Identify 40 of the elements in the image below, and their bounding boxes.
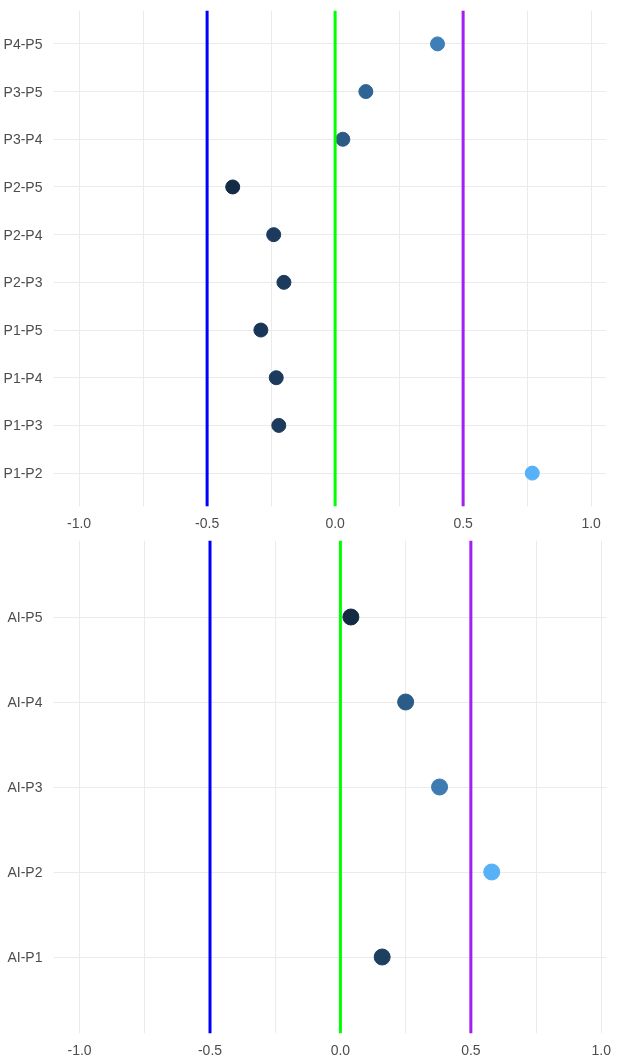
point	[431, 778, 449, 796]
point	[268, 370, 284, 386]
point	[483, 863, 501, 881]
point	[430, 36, 446, 52]
x-tick-label: 0.5	[461, 1041, 481, 1057]
x-tick-label: 0.5	[453, 514, 474, 531]
y-tick-label: AI-P1	[7, 949, 43, 965]
y-tick-label: P2-P3	[3, 274, 43, 291]
point	[253, 322, 269, 338]
point	[397, 693, 415, 711]
y-tick-label: AI-P5	[7, 609, 43, 625]
y-tick-label: P1-P4	[3, 369, 43, 386]
y-tick-label: P3-P4	[3, 131, 43, 148]
y-tick-label: AI-P2	[7, 864, 43, 880]
y-tick-label: P1-P3	[3, 417, 43, 434]
point	[266, 227, 282, 243]
x-tick-label: 0.0	[330, 1041, 351, 1057]
y-tick-label: P1-P5	[3, 322, 43, 339]
point	[358, 84, 374, 100]
point	[373, 948, 391, 966]
x-tick-label: -1.0	[67, 514, 92, 531]
point	[335, 131, 351, 147]
x-tick-label: 0.0	[325, 514, 346, 531]
y-tick-label: P3-P5	[3, 83, 43, 100]
point	[225, 179, 241, 195]
point	[276, 274, 292, 290]
y-tick-label: P2-P4	[3, 226, 43, 243]
x-tick-label: -0.5	[197, 1041, 223, 1057]
point	[342, 608, 360, 626]
x-tick-label: 1.0	[581, 514, 602, 531]
point	[271, 417, 287, 433]
x-tick-label: -0.5	[195, 514, 220, 531]
y-tick-label: AI-P4	[7, 694, 43, 710]
point	[524, 465, 540, 481]
y-tick-label: P2-P5	[3, 178, 43, 195]
y-tick-label: P1-P2	[3, 465, 43, 482]
y-tick-label: AI-P3	[7, 779, 43, 795]
x-tick-label: 1.0	[591, 1041, 612, 1057]
x-tick-label: -1.0	[67, 1041, 92, 1057]
y-tick-label: P4-P5	[3, 35, 43, 52]
